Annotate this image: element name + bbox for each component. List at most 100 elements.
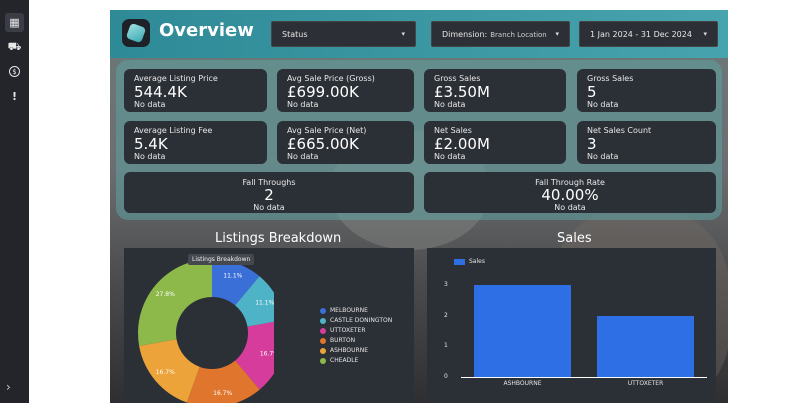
kpi-avg-listing-price: Average Listing Price 544.4K No data bbox=[124, 69, 267, 112]
kpi-label: Fall Throughs bbox=[242, 178, 296, 187]
kpi-value: 2 bbox=[264, 186, 274, 204]
bar-legend: Sales bbox=[454, 258, 485, 265]
legend-item[interactable]: CASTLE DONINGTON bbox=[320, 317, 392, 324]
legend-item[interactable]: BURTON bbox=[320, 337, 355, 344]
kpi-fall-throughs: Fall Throughs 2 No data bbox=[124, 172, 414, 213]
kpi-avg-sale-price-gross: Avg Sale Price (Gross) £699.00K No data bbox=[277, 69, 414, 112]
y-tick-label: 0 bbox=[444, 373, 448, 380]
donut-slice-melbourne[interactable] bbox=[212, 259, 260, 306]
date-range-picker[interactable]: 1 Jan 2024 - 31 Dec 2024 ▾ bbox=[579, 21, 718, 47]
kpi-gross-sales: Gross Sales £3.50M No data bbox=[424, 69, 566, 112]
donut-slice-castle-donington[interactable] bbox=[235, 276, 274, 327]
bar-uttoxeter[interactable] bbox=[597, 315, 694, 377]
status-filter[interactable]: Status ▾ bbox=[271, 21, 416, 47]
chevron-down-icon: ▾ bbox=[555, 30, 559, 38]
alert-icon[interactable]: ! bbox=[11, 90, 18, 103]
kpi-value: £2.00M bbox=[434, 135, 490, 153]
donut-data-label: 16.7% bbox=[213, 390, 232, 397]
donut-data-label: 11.1% bbox=[223, 273, 242, 280]
legend-item[interactable]: ASHBOURNE bbox=[320, 347, 368, 354]
legend-dot bbox=[320, 307, 326, 314]
x-tick-label: UTTOXETER bbox=[627, 380, 664, 387]
legend-label-sales: Sales bbox=[469, 258, 485, 265]
kpi-value: 5.4K bbox=[134, 135, 168, 153]
kpi-value: 3 bbox=[587, 135, 597, 153]
legend-dot bbox=[320, 357, 326, 364]
donut-data-label: 16.7% bbox=[260, 351, 274, 358]
kpi-value: £3.50M bbox=[434, 83, 490, 101]
kpi-label: Gross Sales bbox=[434, 74, 481, 83]
dollar-icon[interactable]: $ bbox=[5, 62, 24, 81]
chevron-down-icon: ▾ bbox=[401, 30, 405, 38]
donut-data-label: 11.1% bbox=[255, 299, 274, 306]
kpi-label: Net Sales Count bbox=[587, 126, 652, 135]
legend-item[interactable]: MELBOURNE bbox=[320, 307, 368, 314]
bar-ashbourne[interactable] bbox=[474, 285, 571, 377]
kpi-value: 544.4K bbox=[134, 83, 187, 101]
legend-label: CHEADLE bbox=[330, 357, 359, 364]
legend-item[interactable]: UTTOXETER bbox=[320, 327, 365, 334]
x-tick-label: ASHBOURNE bbox=[503, 380, 542, 387]
kpi-label: Average Listing Fee bbox=[134, 126, 213, 135]
legend-dot bbox=[320, 337, 326, 344]
app-logo-icon bbox=[122, 19, 150, 47]
kpi-value: 40.00% bbox=[541, 186, 599, 204]
legend-label: CASTLE DONINGTON bbox=[330, 317, 393, 324]
kpi-avg-listing-fee: Average Listing Fee 5.4K No data bbox=[124, 121, 267, 164]
legend-label: UTTOXETER bbox=[330, 327, 366, 334]
legend-swatch bbox=[454, 258, 465, 265]
kpi-value: 5 bbox=[587, 83, 597, 101]
kpi-net-sales: Net Sales £2.00M No data bbox=[424, 121, 566, 164]
donut-data-label: 16.7% bbox=[156, 369, 175, 376]
legend-dot bbox=[320, 317, 326, 324]
legend-item[interactable]: CHEADLE bbox=[320, 357, 358, 364]
report-canvas: Overview Status ▾ Dimension: Branch Locat… bbox=[110, 10, 728, 403]
donut-slice-uttoxeter[interactable] bbox=[235, 320, 274, 390]
dollar-sign: $ bbox=[9, 66, 20, 77]
legend-dot bbox=[320, 347, 326, 354]
listings-breakdown-title: Listings Breakdown bbox=[215, 231, 342, 246]
kpi-value: £665.00K bbox=[287, 135, 359, 153]
donut-slice-burton[interactable] bbox=[186, 360, 260, 403]
sales-title: Sales bbox=[557, 231, 592, 246]
donut-data-label: 27.8% bbox=[156, 291, 175, 298]
kpi-label: Net Sales bbox=[434, 126, 472, 135]
kpi-note: No data bbox=[253, 203, 285, 212]
kpi-note: No data bbox=[134, 100, 166, 109]
date-range-value: 1 Jan 2024 - 31 Dec 2024 bbox=[590, 29, 692, 39]
y-tick-label: 1 bbox=[444, 342, 448, 350]
report-header: Overview Status ▾ Dimension: Branch Locat… bbox=[110, 10, 728, 58]
kpi-note: No data bbox=[587, 100, 619, 109]
kpi-note: No data bbox=[554, 203, 586, 212]
x-axis-line bbox=[461, 377, 707, 378]
kpi-gross-sales-count: Gross Sales 5 No data bbox=[577, 69, 716, 112]
kpi-net-sales-count: Net Sales Count 3 No data bbox=[577, 121, 716, 164]
dimension-value: Branch Location bbox=[490, 30, 547, 39]
kpi-label: Avg Sale Price (Net) bbox=[287, 126, 367, 135]
donut-slice-cheadle[interactable] bbox=[138, 259, 212, 346]
kpi-label: Gross Sales bbox=[587, 74, 634, 83]
dimension-selector[interactable]: Dimension: Branch Location ▾ bbox=[431, 21, 570, 47]
kpi-value: £699.00K bbox=[287, 83, 359, 101]
listings-breakdown-chart: 11.1% 11.1% 16.7% 16.7% 16.7% 27.8% MELBOURNE… bbox=[124, 248, 414, 403]
donut-chart-svg: 11.1% 11.1% 16.7% 16.7% 16.7% 27.8% bbox=[138, 259, 274, 403]
kpi-note: No data bbox=[287, 100, 319, 109]
dimension-label: Dimension: bbox=[442, 29, 488, 39]
expand-sidebar-icon[interactable]: › bbox=[6, 380, 11, 394]
kpi-note: No data bbox=[434, 100, 466, 109]
donut-slice-ashbourne[interactable] bbox=[139, 339, 200, 403]
sales-chart: Sales 0 1 2 3 ASHBOURNE UTTOXETER bbox=[427, 248, 716, 403]
kpi-label: Average Listing Price bbox=[134, 74, 218, 83]
kpi-label: Fall Through Rate bbox=[535, 178, 605, 187]
cart-icon[interactable]: ⛟ bbox=[7, 40, 22, 53]
legend-label: BURTON bbox=[330, 337, 356, 344]
status-filter-label: Status bbox=[282, 29, 308, 39]
dashboard-icon[interactable]: ▦ bbox=[5, 13, 24, 32]
kpi-fall-through-rate: Fall Through Rate 40.00% No data bbox=[424, 172, 716, 213]
kpi-label: Avg Sale Price (Gross) bbox=[287, 74, 375, 83]
legend-dot bbox=[320, 327, 326, 334]
y-tick-label: 2 bbox=[444, 311, 448, 319]
kpi-avg-sale-price-net: Avg Sale Price (Net) £665.00K No data bbox=[277, 121, 414, 164]
chart-tooltip: Listings Breakdown bbox=[188, 254, 255, 265]
legend-label: ASHBOURNE bbox=[330, 347, 368, 354]
